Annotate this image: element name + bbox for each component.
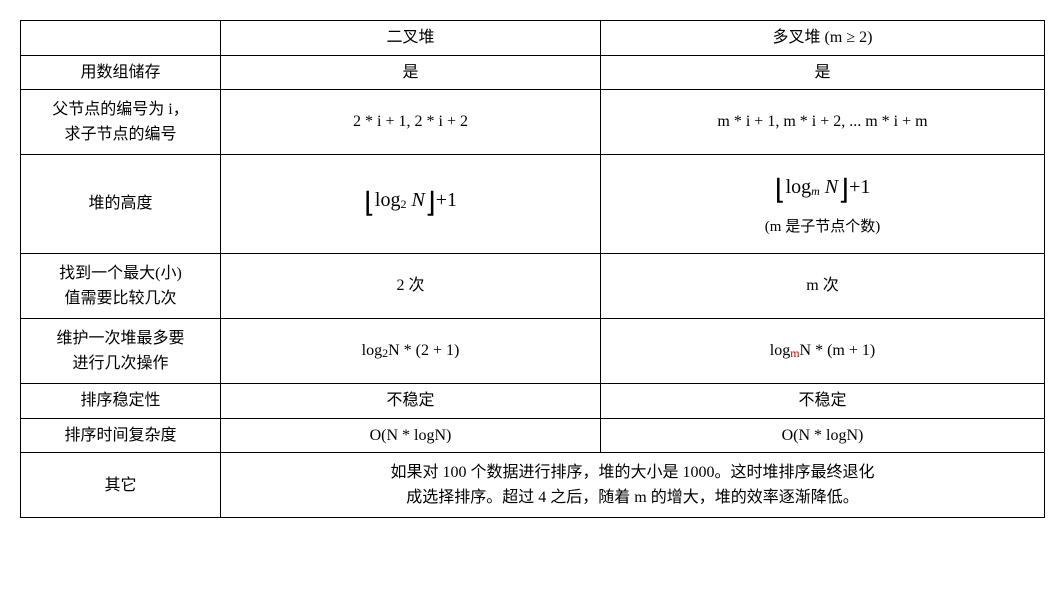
label-find-max-line2: 值需要比较几次 bbox=[64, 290, 176, 307]
row-maintain-ops: 维护一次堆最多要 进行几次操作 log2N * (2 + 1) logmN * … bbox=[21, 319, 1045, 384]
row-heap-height: 堆的高度 ⌊log2 N⌋+1 ⌊logm N⌋+1 (m 是子节点个数) bbox=[21, 155, 1045, 254]
mary-maintain-suffix: N * (m + 1) bbox=[800, 342, 876, 359]
mary-heap-height: ⌊logm N⌋+1 (m 是子节点个数) bbox=[601, 155, 1045, 254]
mary-heap-height-note: (m 是子节点个数) bbox=[765, 219, 880, 235]
heap-comparison-table: 二叉堆 多叉堆 (m ≥ 2) 用数组储存 是 是 父节点的编号为 i， 求子节… bbox=[20, 20, 1045, 518]
mary-maintain-prefix: log bbox=[770, 342, 790, 359]
row-stability: 排序稳定性 不稳定 不稳定 bbox=[21, 384, 1045, 419]
binary-heap-height: ⌊log2 N⌋+1 bbox=[221, 155, 601, 254]
mary-array-storage: 是 bbox=[601, 55, 1045, 90]
binary-time-complexity: O(N * logN) bbox=[221, 418, 601, 453]
row-child-index: 父节点的编号为 i， 求子节点的编号 2 * i + 1, 2 * i + 2 … bbox=[21, 90, 1045, 155]
label-array-storage: 用数组储存 bbox=[21, 55, 221, 90]
binary-maintain-ops: log2N * (2 + 1) bbox=[221, 319, 601, 384]
row-array-storage: 用数组储存 是 是 bbox=[21, 55, 1045, 90]
other-merged-cell: 如果对 100 个数据进行排序，堆的大小是 1000。这时堆排序最终退化 成选择… bbox=[221, 453, 1045, 518]
header-binary-heap: 二叉堆 bbox=[221, 21, 601, 56]
binary-child-index: 2 * i + 1, 2 * i + 2 bbox=[221, 90, 601, 155]
mary-maintain-sub: m bbox=[790, 346, 799, 360]
mary-find-max-compares: m 次 bbox=[601, 254, 1045, 319]
label-time-complexity: 排序时间复杂度 bbox=[21, 418, 221, 453]
label-child-index: 父节点的编号为 i， 求子节点的编号 bbox=[21, 90, 221, 155]
label-stability: 排序稳定性 bbox=[21, 384, 221, 419]
label-maintain-ops: 维护一次堆最多要 进行几次操作 bbox=[21, 319, 221, 384]
floor-left-icon: ⌊ bbox=[364, 188, 375, 219]
row-other: 其它 如果对 100 个数据进行排序，堆的大小是 1000。这时堆排序最终退化 … bbox=[21, 453, 1045, 518]
mary-time-complexity: O(N * logN) bbox=[601, 418, 1045, 453]
row-time-complexity: 排序时间复杂度 O(N * logN) O(N * logN) bbox=[21, 418, 1045, 453]
table-header-row: 二叉堆 多叉堆 (m ≥ 2) bbox=[21, 21, 1045, 56]
label-find-max-compares: 找到一个最大(小) 值需要比较几次 bbox=[21, 254, 221, 319]
label-find-max-line1: 找到一个最大(小) bbox=[59, 265, 182, 282]
other-line1: 如果对 100 个数据进行排序，堆的大小是 1000。这时堆排序最终退化 bbox=[390, 464, 874, 481]
binary-array-storage: 是 bbox=[221, 55, 601, 90]
label-other: 其它 bbox=[21, 453, 221, 518]
floor-right-icon: ⌋ bbox=[838, 175, 849, 206]
floor-left-icon: ⌊ bbox=[775, 175, 786, 206]
binary-stability: 不稳定 bbox=[221, 384, 601, 419]
mary-child-index: m * i + 1, m * i + 2, ... m * i + m bbox=[601, 90, 1045, 155]
other-line2: 成选择排序。超过 4 之后，随着 m 的增大，堆的效率逐渐降低。 bbox=[406, 489, 858, 506]
label-maintain-line2: 进行几次操作 bbox=[72, 355, 168, 372]
label-maintain-line1: 维护一次堆最多要 bbox=[56, 330, 184, 347]
mary-maintain-ops: logmN * (m + 1) bbox=[601, 319, 1045, 384]
label-heap-height: 堆的高度 bbox=[21, 155, 221, 254]
mary-stability: 不稳定 bbox=[601, 384, 1045, 419]
label-child-index-line1: 父节点的编号为 i， bbox=[52, 101, 188, 118]
header-empty bbox=[21, 21, 221, 56]
binary-find-max-compares: 2 次 bbox=[221, 254, 601, 319]
label-child-index-line2: 求子节点的编号 bbox=[64, 126, 176, 143]
row-find-max-compares: 找到一个最大(小) 值需要比较几次 2 次 m 次 bbox=[21, 254, 1045, 319]
floor-right-icon: ⌋ bbox=[425, 188, 436, 219]
header-mary-heap: 多叉堆 (m ≥ 2) bbox=[601, 21, 1045, 56]
